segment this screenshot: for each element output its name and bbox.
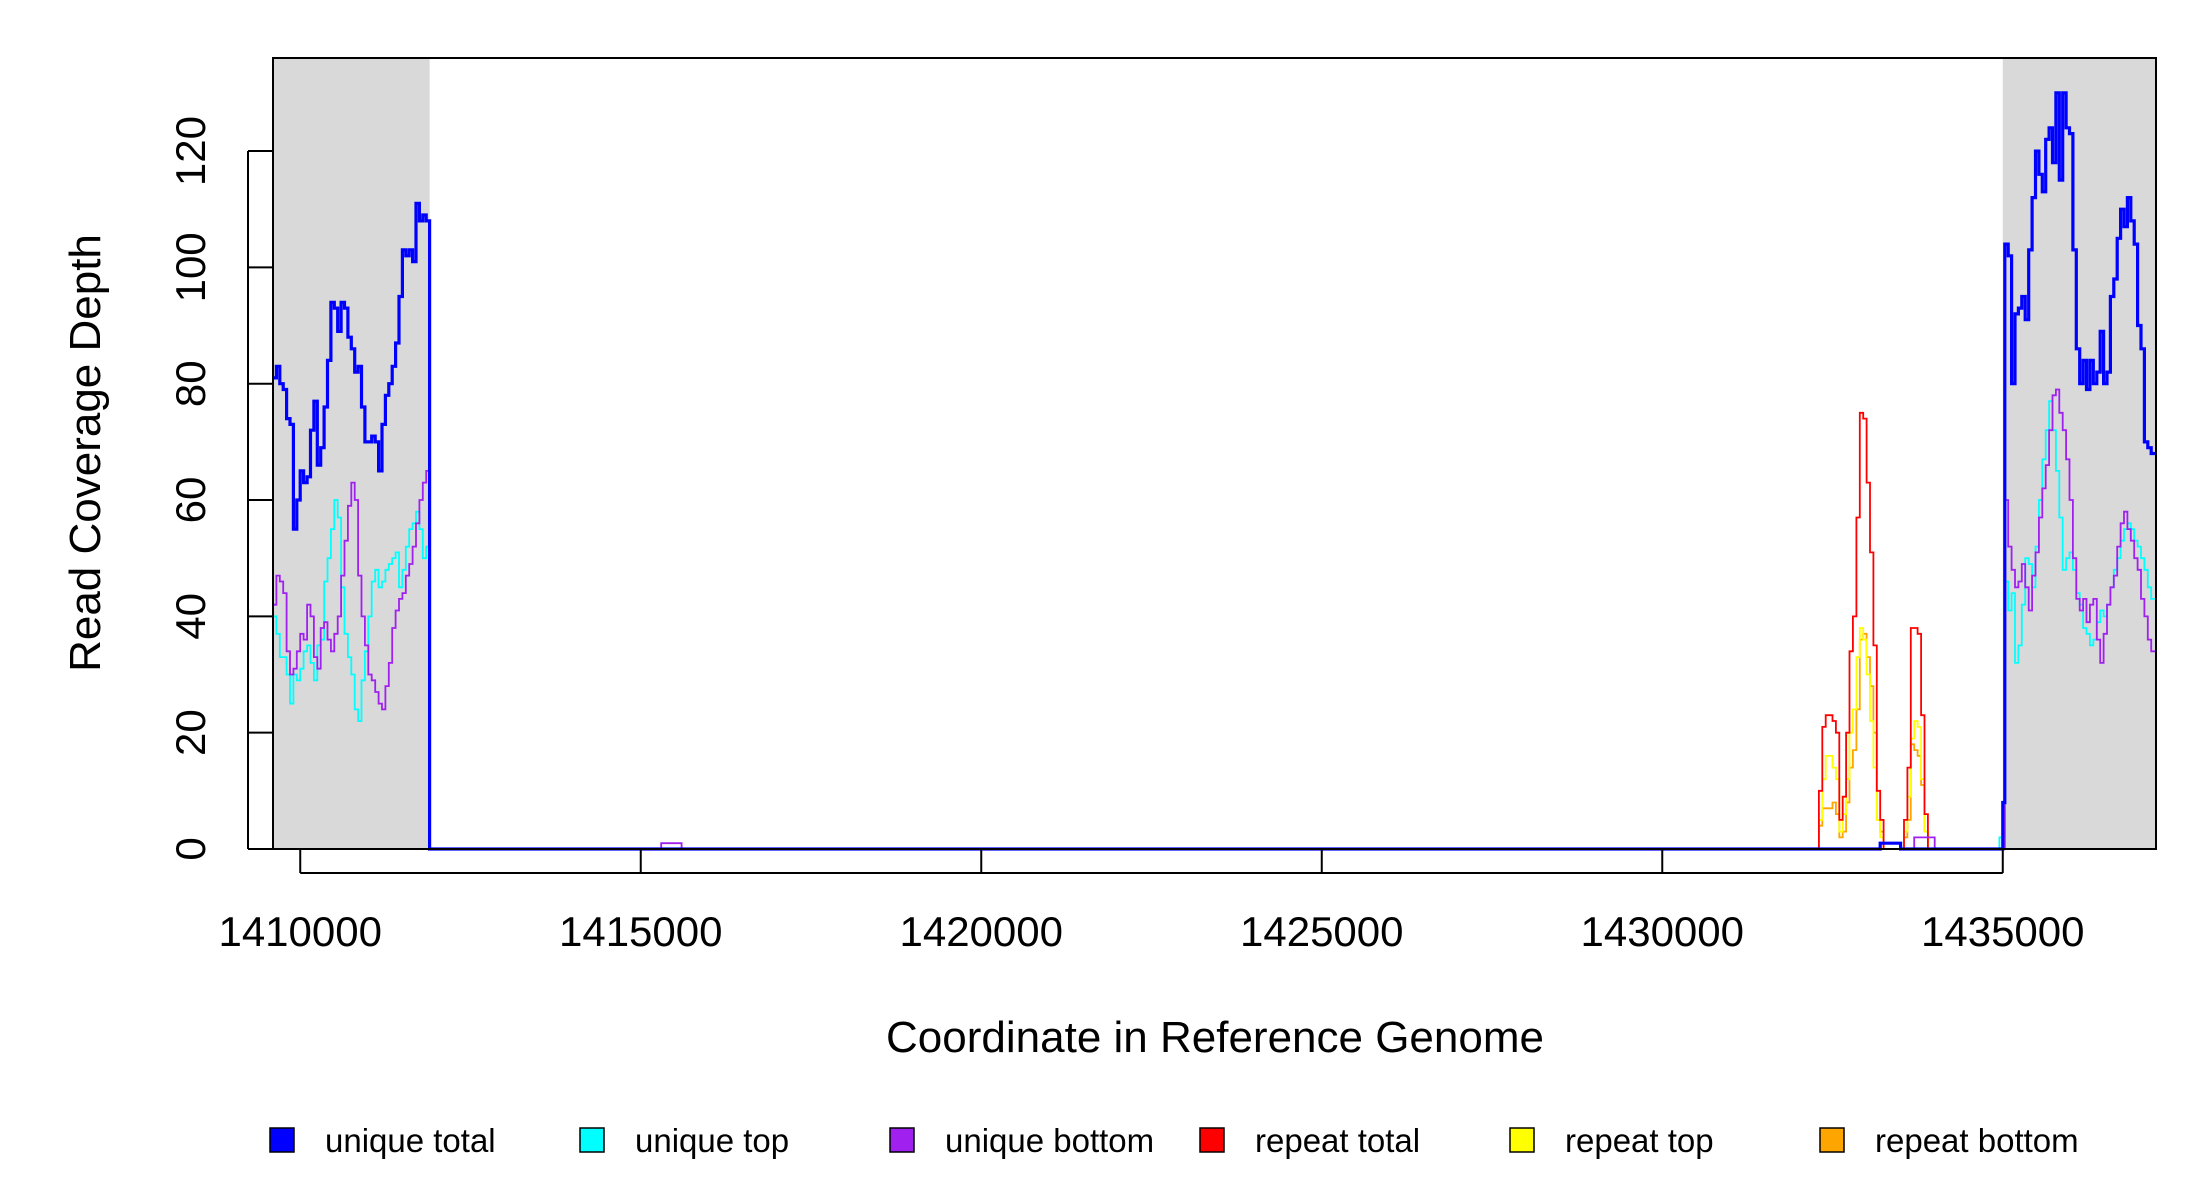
shaded-region-0 [273,58,430,849]
legend-swatch [1509,1127,1535,1153]
legend-swatch [1819,1127,1845,1153]
legend-label: repeat bottom [1875,1122,2079,1159]
legend-swatch [1199,1127,1225,1153]
legend-label: unique bottom [945,1122,1154,1159]
legend-label: repeat total [1255,1122,1420,1159]
y-tick-label: 20 [167,709,214,756]
series-line-repeat-top [273,627,2156,850]
x-tick-label: 1410000 [218,908,382,955]
x-tick-label: 1430000 [1581,908,1745,955]
y-tick-label: 40 [167,593,214,640]
series-line-repeat-total [273,411,2156,850]
legend-label: unique top [635,1122,789,1159]
series-line-repeat-bottom [273,632,2156,850]
x-tick-label: 1420000 [899,908,1063,955]
y-tick-label: 120 [167,116,214,186]
y-tick-label: 100 [167,232,214,302]
y-axis-title: Read Coverage Depth [61,234,110,672]
legend-swatch [269,1127,295,1153]
plot-frame [272,57,2157,850]
x-tick-label: 1425000 [1240,908,1404,955]
y-tick-label: 60 [167,477,214,524]
series-lines [273,91,2157,851]
y-tick-label: 80 [167,360,214,407]
legend-swatch [579,1127,605,1153]
x-tick-label: 1415000 [559,908,723,955]
y-axis: 0 20 40 60 80 100 120 [167,116,273,861]
legend: unique total unique top unique bottom repea… [269,1122,2079,1159]
legend-label: repeat top [1565,1122,1714,1159]
y-tick-label: 0 [167,837,214,860]
legend-swatch [889,1127,915,1153]
legend-label: unique total [325,1122,496,1159]
x-axis: 1410000 1415000 1420000 1425000 1430000 14350… [218,849,2085,955]
x-axis-title: Coordinate in Reference Genome [886,1013,1544,1062]
shaded-regions [273,58,2156,849]
x-tick-label: 1435000 [1921,908,2085,955]
shaded-region-1 [2002,58,2156,849]
